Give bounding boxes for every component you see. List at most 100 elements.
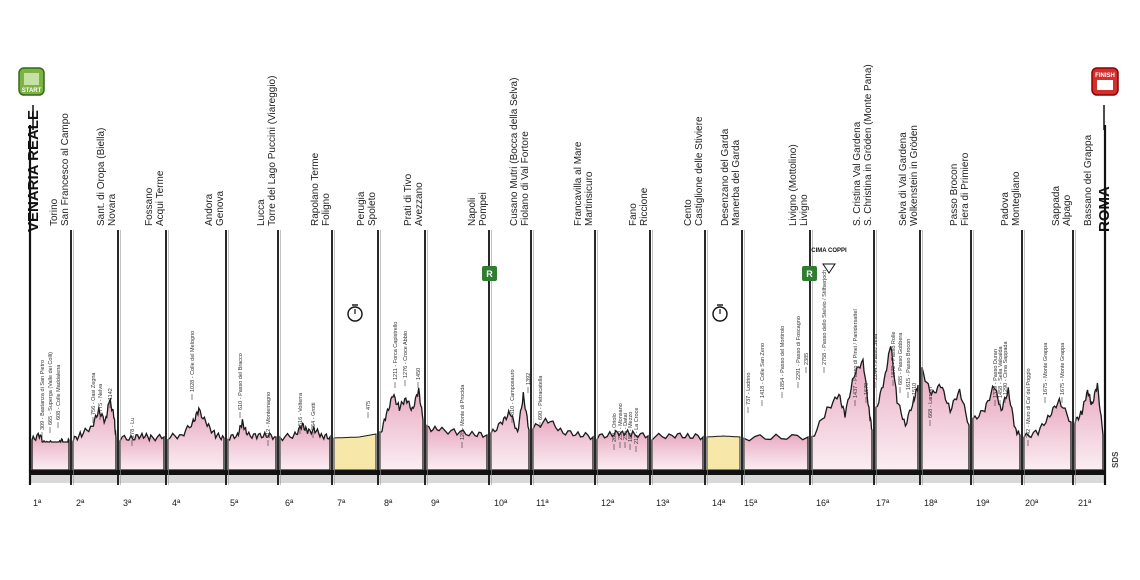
climb-label: 610 - Passo del Bracco: [238, 353, 244, 418]
stage-profile: [743, 433, 809, 471]
svg-text:685 - Passo Gobbera: 685 - Passo Gobbera: [898, 332, 904, 385]
climb-label: 475: [366, 401, 372, 418]
stage-city-label: Spoleto: [367, 192, 378, 226]
stage-number: 8ª: [384, 498, 393, 508]
stage-profile: [596, 428, 649, 471]
climb-label: 260 - Oriolo: [612, 413, 618, 450]
svg-text:690 - Pietracatella: 690 - Pietracatella: [538, 375, 544, 420]
climb-label: 1670: [864, 383, 870, 403]
stage-profile: [167, 405, 225, 471]
stage-city-label: Acqui Terme: [155, 170, 166, 226]
svg-text:R: R: [806, 269, 813, 279]
climb-label: 278 - Lu: [130, 418, 136, 446]
stage-city-label: Genova: [215, 191, 226, 226]
stage-city-label: Sappada: [1051, 186, 1062, 226]
svg-text:1211 - Forca Capistrello: 1211 - Forca Capistrello: [393, 322, 399, 380]
stage-number: 9ª: [431, 498, 440, 508]
climb-label: 1028 - Colle del Melogno: [190, 331, 196, 400]
stage-profile: [72, 397, 117, 471]
climb-label: 232 - Monsano: [618, 403, 624, 448]
svg-text:CIMA COPPI: CIMA COPPI: [811, 248, 847, 254]
stage-profile: [1023, 396, 1072, 471]
stage-profile: [651, 432, 704, 471]
stage-city-label: Napoli: [467, 198, 478, 226]
climb-label: 2291 - Passo di Foscagno: [796, 316, 802, 388]
stage-number: 5ª: [230, 498, 239, 508]
svg-text:309 - Bastanza di San Pietro: 309 - Bastanza di San Pietro: [40, 360, 46, 430]
svg-text:128 - Monte di Procida: 128 - Monte di Procida: [460, 384, 466, 440]
svg-text:775 - Nelva: 775 - Nelva: [98, 383, 104, 412]
stage-city-label: Fiolano di Val Fortore: [520, 131, 531, 226]
stage-city-label: Cento: [683, 199, 694, 226]
stage-profile: [811, 357, 873, 471]
climb-label: 364 - Grotti: [311, 402, 317, 438]
stage-profile: [490, 392, 530, 471]
svg-text:610 - Passo del Bracco: 610 - Passo del Bracco: [238, 353, 244, 410]
svg-text:1028 - Colle del Melogno: 1028 - Colle del Melogno: [190, 331, 196, 392]
stage-city-label: Pompei: [478, 192, 489, 226]
stage-city-label: Livigno (Mottolino): [788, 144, 799, 226]
svg-text:1290 - Cima Sappada: 1290 - Cima Sappada: [1003, 341, 1009, 395]
climb-label: 2244 - Passo Sella: [873, 333, 879, 388]
svg-text:1450: 1450: [416, 368, 422, 380]
svg-text:475: 475: [366, 401, 372, 410]
climb-label: 1392: [526, 373, 532, 393]
stage-profile: [972, 384, 1021, 471]
stage-profile: [279, 422, 331, 471]
stage-number: 3ª: [123, 498, 132, 508]
climb-label: 1675 - Monte Grappa: [1043, 342, 1049, 403]
stage-city-label: Cusano Mutri (Bocca della Selva): [509, 78, 520, 226]
svg-text:1418 - Colle San Zeno: 1418 - Colle San Zeno: [760, 343, 766, 398]
climb-label: 213 - La Croce: [634, 408, 640, 452]
svg-text:213 - La Croce: 213 - La Croce: [634, 408, 640, 444]
climb-label: 737 - Lodrino: [746, 373, 752, 413]
svg-text:608 - Colle Maddalena: 608 - Colle Maddalena: [56, 364, 62, 420]
stage-city-label: Fossano: [144, 187, 155, 226]
stage-city-label: Riccione: [639, 187, 650, 226]
stage-profile: [379, 387, 424, 471]
climb-label: 1872 - Passo Rolle: [891, 332, 897, 386]
stage-city-labels: Torino San Francesco al Campo Sant. di Oro…: [49, 64, 1094, 226]
svg-text:1675 - Monte Grappa: 1675 - Monte Grappa: [1060, 342, 1066, 395]
stage-city-label: Andora: [204, 193, 215, 226]
climb-label: 1290 - Cima Sappada: [1003, 341, 1009, 403]
stopwatch-icon: [712, 304, 728, 322]
climb-label: 608 - Colle Maddalena: [56, 364, 62, 428]
svg-text:2385: 2385: [804, 353, 810, 365]
svg-text:2244 - Passo Sella: 2244 - Passo Sella: [873, 333, 879, 380]
stage-city-label: Francavilla al Mare: [573, 141, 584, 226]
finish-badge-label: FINISH: [1095, 73, 1115, 79]
stage-city-label: Selva di Val Gardena: [898, 132, 909, 226]
stage-number: 18ª: [924, 498, 938, 508]
stage-city-label: Manerba del Garda: [731, 139, 742, 226]
climb-label: 2758 - Passo dello Stelvio / Stilfserjoc…: [822, 270, 828, 373]
svg-text:1142: 1142: [108, 388, 114, 400]
stage-profile: [1074, 382, 1104, 471]
stage-number: 19ª: [976, 498, 990, 508]
stage-profiles: [28, 125, 1107, 485]
svg-text:2758 - Passo dello Stelvio / S: 2758 - Passo dello Stelvio / Stilfserjoc…: [822, 270, 828, 365]
climb-label: 1450: [416, 368, 422, 388]
svg-text:1276 - Croce Abbio: 1276 - Croce Abbio: [403, 331, 409, 378]
climb-label: 665 - Superga (Valle dei Colli): [48, 352, 54, 433]
stage-number: 20ª: [1025, 498, 1039, 508]
finish-badge: FINISH: [1091, 67, 1119, 96]
stage-profile: [426, 424, 488, 471]
climb-label: 756 - Oasi Zegna: [91, 372, 97, 423]
stage-number: 15ª: [744, 498, 758, 508]
stage-city-label: Avezzano: [414, 182, 425, 226]
stage-city-label: Torino: [49, 198, 60, 226]
stage-city-label: Martinsicuro: [584, 171, 595, 226]
stage-number: 12ª: [601, 498, 615, 508]
stage-number: 11ª: [536, 498, 549, 508]
stage-number: 14ª: [712, 498, 726, 508]
svg-text:665 - Superga (Valle dei Colli: 665 - Superga (Valle dei Colli): [48, 352, 54, 425]
svg-text:1854 - Passo del Mortirolo: 1854 - Passo del Mortirolo: [780, 326, 786, 390]
climb-label: 685 - Passo Gobbera: [898, 332, 904, 393]
climb-label: 309 - Bastanza di San Pietro: [40, 360, 46, 438]
stage-city-label: Rapolano Terme: [310, 152, 321, 226]
stage-profile: [921, 367, 970, 471]
stage-city-label: Torre del Lago Puccini (Viareggio): [267, 76, 278, 226]
stage-city-label: Livigno: [799, 194, 810, 226]
climb-label: 668 - Lamon: [928, 387, 934, 426]
